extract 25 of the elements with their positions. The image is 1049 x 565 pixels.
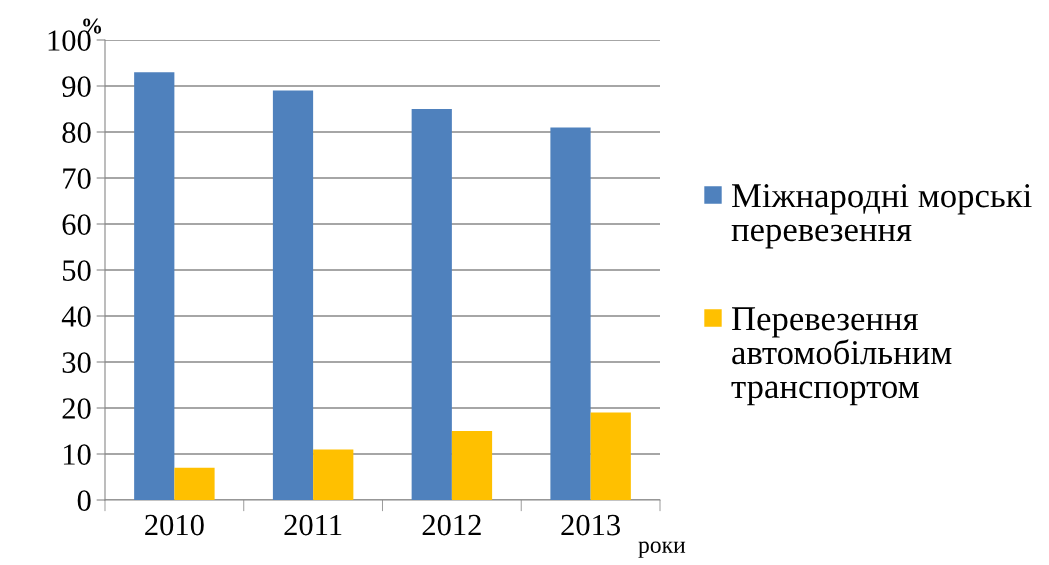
x-tick-label: 2012 — [422, 514, 481, 536]
x-tick-label: 2013 — [561, 514, 620, 536]
legend-label: Міжнародні морські перевезення — [731, 184, 1032, 249]
y-tick-label: 0 — [77, 490, 91, 511]
bar — [451, 431, 493, 500]
y-tick-label: 90 — [62, 76, 91, 97]
bar — [174, 467, 215, 500]
bar — [272, 90, 314, 500]
y-tick-label: 20 — [62, 398, 91, 419]
y-tick-label: 10 — [63, 444, 91, 465]
bar — [590, 412, 631, 500]
y-tick-label: 60 — [62, 214, 91, 235]
y-tick-label: 70 — [63, 168, 91, 189]
bar — [550, 127, 591, 500]
y-tick-label: 40 — [61, 306, 91, 327]
x-axis-title: роки — [638, 541, 686, 558]
y-tick-label: 80 — [62, 122, 91, 143]
bar — [134, 72, 175, 500]
y-tick-label: 50 — [63, 260, 91, 281]
x-tick-label: 2011 — [284, 514, 342, 536]
x-tick-label: 2010 — [145, 514, 204, 536]
y-tick-label: 30 — [62, 352, 91, 373]
bar — [313, 449, 354, 500]
bar — [411, 109, 452, 500]
legend-label: Перевезення автомобільним транспортом — [731, 307, 952, 406]
